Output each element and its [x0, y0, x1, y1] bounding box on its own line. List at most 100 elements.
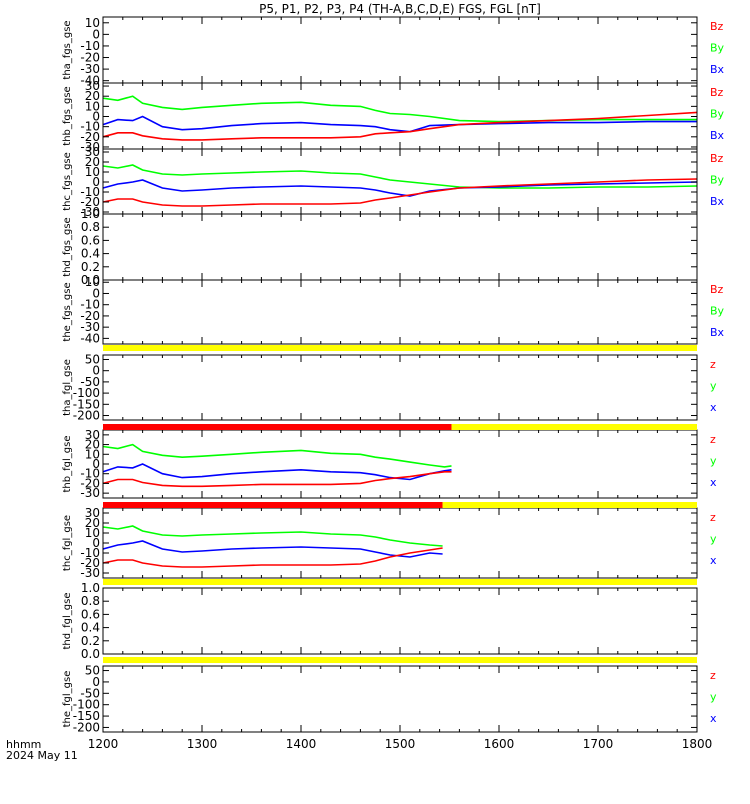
y-tick-label: 30 [85, 79, 100, 93]
y-tick-label: 0 [92, 110, 100, 124]
y-tick-label: -30 [80, 320, 100, 334]
legend-label: Bz [710, 86, 724, 99]
y-tick-label: -200 [73, 409, 100, 423]
x-tick-label: 1600 [484, 737, 515, 751]
y-tick-label: 0.8 [81, 220, 100, 234]
legend-label: By [710, 174, 725, 187]
panel-frame [102, 213, 698, 281]
series-line-z [102, 547, 443, 568]
legend-label: y [710, 691, 717, 704]
flag-bar-segment [103, 424, 452, 430]
y-tick-label: -10 [80, 39, 100, 53]
y-tick-label: -150 [73, 397, 100, 411]
y-tick-label: -30 [80, 486, 100, 500]
y-tick-label: 1.0 [81, 581, 100, 595]
y-tick-label: -30 [80, 205, 100, 219]
y-tick-label: 10 [85, 16, 100, 30]
y-tick-label: 0.0 [81, 273, 100, 287]
y-tick-label: 0.4 [81, 621, 100, 635]
y-tick-label: -20 [80, 51, 100, 65]
y-tick-label: -100 [73, 386, 100, 400]
legend-label: z [710, 511, 716, 524]
legend-label: y [710, 533, 717, 546]
flag-bar-segment [103, 657, 697, 663]
y-axis-label: thd_fgs_gse [62, 217, 73, 276]
x-tick-label: 1300 [187, 737, 218, 751]
panel-frame [102, 587, 698, 655]
y-tick-label: 1.0 [81, 207, 100, 221]
legend-label: y [710, 380, 717, 393]
y-tick-label: -150 [73, 709, 100, 723]
legend-label: y [710, 455, 717, 468]
y-tick-label: 0 [92, 536, 100, 550]
panel-frame [102, 429, 698, 499]
y-tick-label: 30 [85, 145, 100, 159]
y-tick-label: 0.6 [81, 233, 100, 247]
x-tick-label: 1500 [385, 737, 416, 751]
series-line-y [102, 164, 698, 189]
y-tick-label: -20 [80, 556, 100, 570]
y-axis-label: tha_fgs_gse [62, 20, 73, 79]
y-tick-label: -10 [80, 298, 100, 312]
x-tick-label: 1700 [583, 737, 614, 751]
y-tick-label: 10 [85, 275, 100, 289]
legend-label: x [710, 554, 717, 567]
series-line-z [102, 178, 698, 207]
y-tick-label: 30 [85, 506, 100, 520]
y-tick-label: 0 [92, 27, 100, 41]
legend-label: Bx [710, 195, 725, 208]
y-tick-label: -30 [80, 62, 100, 76]
y-tick-label: 0 [92, 364, 100, 378]
y-tick-label: 0 [92, 286, 100, 300]
flag-bar-segment [103, 345, 697, 351]
y-tick-label: -40 [80, 331, 100, 345]
y-axis-label: the_fgs_gse [62, 282, 73, 341]
legend-label: x [710, 401, 717, 414]
y-tick-label: 0.4 [81, 247, 100, 261]
y-tick-label: -20 [80, 195, 100, 209]
legend-label: By [710, 108, 725, 121]
y-tick-label: 0 [92, 675, 100, 689]
y-tick-label: -10 [80, 185, 100, 199]
panel-thd_fgl_gse: 1.00.80.60.40.20.0 thd_fgl_gse [62, 581, 698, 661]
legend-label: Bx [710, 129, 725, 142]
x-tick-label: 1400 [286, 737, 317, 751]
legend-label: By [710, 305, 725, 318]
legend-label: z [710, 358, 716, 371]
y-tick-label: 0 [92, 457, 100, 471]
legend-label: Bz [710, 283, 724, 296]
panel-frame [102, 16, 698, 84]
y-axis-label: thc_fgl_gse [62, 515, 73, 571]
x-tick-label: 1200 [88, 737, 119, 751]
y-tick-label: -10 [80, 467, 100, 481]
panel-the_fgs_gse: 100-10-20-30-40 the_fgs_gse Bz By Bx [62, 275, 725, 345]
date-label: 2024 May 11 [6, 749, 78, 762]
legend-label: x [710, 476, 717, 489]
y-tick-label: -10 [80, 120, 100, 134]
legend-label: x [710, 712, 717, 725]
y-tick-label: 50 [85, 352, 100, 366]
chart-title: P5, P1, P2, P3, P4 (TH-A,B,C,D,E) FGS, F… [259, 2, 541, 16]
panel-frame [102, 279, 698, 345]
legend-label: Bz [710, 20, 724, 33]
y-tick-label: 20 [85, 516, 100, 530]
y-tick-label: -20 [80, 309, 100, 323]
legend-label: By [710, 42, 725, 55]
legend-label: z [710, 433, 716, 446]
y-tick-label: 30 [85, 428, 100, 442]
x-axis-labels: 1200 1300 1400 1500 1600 1700 1800 [88, 737, 713, 751]
y-tick-label: 0.8 [81, 594, 100, 608]
y-tick-label: -30 [80, 140, 100, 154]
y-tick-label: 10 [85, 165, 100, 179]
y-tick-label: 50 [85, 664, 100, 678]
y-tick-label: 10 [85, 99, 100, 113]
legend-label: Bz [710, 152, 724, 165]
y-tick-label: 0.6 [81, 607, 100, 621]
panel-frame [102, 665, 698, 733]
